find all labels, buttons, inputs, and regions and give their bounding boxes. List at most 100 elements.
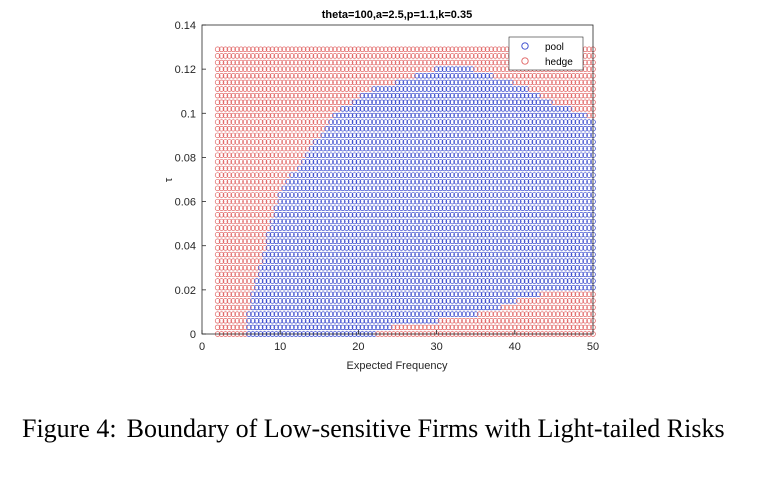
data-point-pool — [289, 245, 295, 251]
data-point-hedge — [238, 245, 244, 251]
data-point-pool — [410, 185, 416, 192]
data-point-pool — [328, 245, 334, 251]
data-point-hedge — [234, 298, 240, 304]
data-point-hedge — [386, 59, 393, 66]
data-point-hedge — [250, 218, 256, 225]
data-point-pool — [418, 245, 424, 251]
data-point-pool — [426, 112, 432, 119]
data-point-hedge — [300, 79, 307, 86]
data-point-hedge — [293, 53, 299, 59]
data-point-hedge — [246, 165, 252, 172]
data-point-pool — [371, 265, 377, 271]
data-point-pool — [347, 238, 354, 245]
data-point-pool — [375, 112, 381, 119]
data-point-hedge — [230, 59, 237, 66]
data-point-hedge — [355, 73, 362, 79]
data-point-pool — [336, 205, 342, 211]
data-point-hedge — [242, 92, 248, 99]
data-point-hedge — [222, 251, 229, 258]
data-point-pool — [390, 119, 397, 125]
data-point-pool — [390, 165, 397, 172]
data-point-pool — [293, 245, 299, 251]
data-point-hedge — [351, 73, 358, 79]
data-point-pool — [336, 125, 342, 132]
data-point-pool — [300, 298, 307, 304]
data-point-hedge — [402, 73, 409, 79]
data-point-hedge — [234, 125, 240, 132]
data-point-hedge — [250, 212, 256, 218]
data-point-hedge — [277, 152, 283, 158]
data-point-pool — [324, 271, 330, 278]
data-point-pool — [285, 185, 291, 192]
data-point-pool — [340, 258, 346, 264]
data-point-pool — [293, 185, 299, 192]
data-point-pool — [418, 198, 424, 205]
data-point-pool — [269, 265, 276, 271]
data-point-hedge — [289, 59, 295, 66]
data-point-hedge — [300, 145, 307, 152]
data-point-hedge — [285, 165, 291, 172]
data-point-pool — [406, 132, 412, 139]
data-point-pool — [269, 258, 276, 264]
data-point-hedge — [289, 119, 295, 125]
data-point-hedge — [277, 112, 283, 119]
data-point-hedge — [297, 53, 303, 59]
data-point-pool — [414, 318, 420, 324]
data-point-pool — [422, 192, 428, 198]
data-point-pool — [426, 238, 432, 245]
data-point-hedge — [289, 152, 295, 158]
data-point-pool — [293, 212, 299, 218]
data-point-pool — [363, 198, 369, 205]
data-point-hedge — [238, 132, 244, 139]
data-point-hedge — [234, 245, 240, 251]
data-point-pool — [355, 218, 362, 225]
data-point-hedge — [250, 86, 256, 92]
data-point-pool — [375, 99, 381, 105]
data-point-pool — [422, 318, 428, 324]
data-point-pool — [375, 251, 381, 258]
data-point-pool — [383, 145, 389, 152]
data-point-pool — [293, 284, 299, 291]
data-point-pool — [320, 324, 326, 331]
data-point-pool — [312, 145, 319, 152]
data-point-pool — [285, 238, 291, 245]
data-point-pool — [297, 172, 303, 178]
data-point-hedge — [273, 106, 280, 112]
data-point-hedge — [238, 53, 244, 59]
data-point-pool — [418, 92, 424, 99]
data-point-pool — [375, 225, 381, 231]
data-point-pool — [367, 119, 373, 125]
data-point-pool — [281, 205, 287, 211]
data-point-pool — [281, 192, 287, 198]
data-point-pool — [308, 212, 315, 218]
data-point-hedge — [265, 212, 272, 218]
data-point-hedge — [250, 53, 256, 59]
data-point-pool — [293, 218, 299, 225]
data-point-pool — [277, 251, 283, 258]
data-point-hedge — [300, 106, 307, 112]
data-point-pool — [261, 304, 268, 311]
data-point-hedge — [297, 66, 303, 72]
data-point-pool — [332, 112, 338, 119]
data-point-hedge — [230, 125, 237, 132]
data-point-pool — [363, 172, 369, 178]
data-point-hedge — [246, 291, 252, 298]
data-point-hedge — [222, 245, 229, 251]
data-point-pool — [351, 271, 358, 278]
data-point-hedge — [261, 205, 268, 211]
data-point-hedge — [242, 212, 248, 218]
data-point-pool — [273, 238, 280, 245]
data-point-pool — [312, 192, 319, 198]
data-point-pool — [328, 311, 334, 317]
data-point-pool — [355, 205, 362, 211]
data-point-pool — [410, 99, 416, 105]
data-point-hedge — [390, 324, 397, 331]
data-point-pool — [289, 218, 295, 225]
data-point-hedge — [230, 231, 237, 238]
data-point-hedge — [316, 46, 323, 53]
data-point-hedge — [234, 79, 240, 86]
data-point-hedge — [226, 218, 233, 225]
data-point-pool — [371, 159, 377, 165]
data-point-hedge — [242, 172, 248, 178]
data-point-hedge — [250, 258, 256, 264]
